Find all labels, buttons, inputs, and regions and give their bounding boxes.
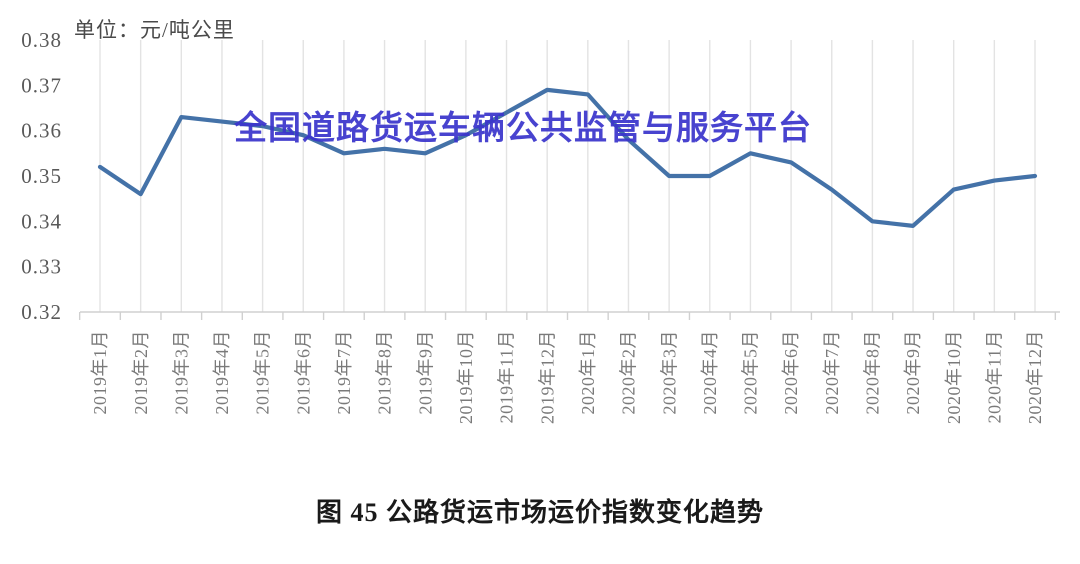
x-axis-tick-label: 2019年9月 [415,330,435,415]
x-axis-tick-label: 2020年7月 [822,330,842,415]
x-axis-tick-label: 2020年5月 [741,330,761,415]
x-axis-tick-label: 2019年1月 [90,330,110,415]
x-axis-tick-label: 2020年2月 [619,330,639,415]
x-axis-tick-label: 2020年8月 [863,330,883,415]
x-axis-tick-label: 2019年11月 [497,330,517,423]
y-axis-tick-label: 0.34 [21,209,62,233]
x-axis-tick-label: 2019年3月 [171,330,191,415]
x-axis-tick-label: 2019年8月 [375,330,395,415]
y-axis-tick-label: 0.32 [21,300,62,324]
unit-label: 单位：元/吨公里 [74,18,235,42]
x-axis-tick-label: 2020年1月 [578,330,598,415]
x-axis-tick-label: 2019年2月 [131,330,151,415]
x-axis-tick-label: 2020年9月 [903,330,923,415]
data-series-line [97,87,1038,228]
y-axis-tick-label: 0.38 [21,28,62,52]
y-axis-tick-label: 0.36 [21,119,62,143]
line-chart: 0.38 0.37 0.36 0.35 0.34 0.33 0.32 2019年1月 2019年… [21,28,1060,424]
figure-caption: 图 45 公路货运市场运价指数变化趋势 [315,498,764,527]
x-axis-tick-label: 2020年12月 [1025,330,1045,424]
y-axis-tick-label: 0.33 [21,255,62,279]
plot-area: 0.38 0.37 0.36 0.35 0.34 0.33 0.32 2019年1月 2019年… [21,28,1060,424]
y-axis-tick-label: 0.35 [21,164,62,188]
x-axis-tick-label: 2020年6月 [781,330,801,415]
x-axis-tick-label: 2020年10月 [944,330,964,424]
x-axis-tick-label: 2020年4月 [700,330,720,415]
x-axis-tick-label: 2020年11月 [984,330,1004,423]
y-axis-tick-label: 0.37 [21,73,62,97]
x-axis-tick-label: 2019年12月 [537,330,557,424]
x-axis-tick-label: 2019年4月 [212,330,232,415]
x-axis-tick-label: 2019年10月 [456,330,476,424]
x-axis-tick-label: 2020年3月 [659,330,679,415]
x-axis-tick-label: 2019年7月 [334,330,354,415]
x-axis-tick-label: 2019年5月 [253,330,273,415]
x-axis-tick-label: 2019年6月 [293,330,313,415]
